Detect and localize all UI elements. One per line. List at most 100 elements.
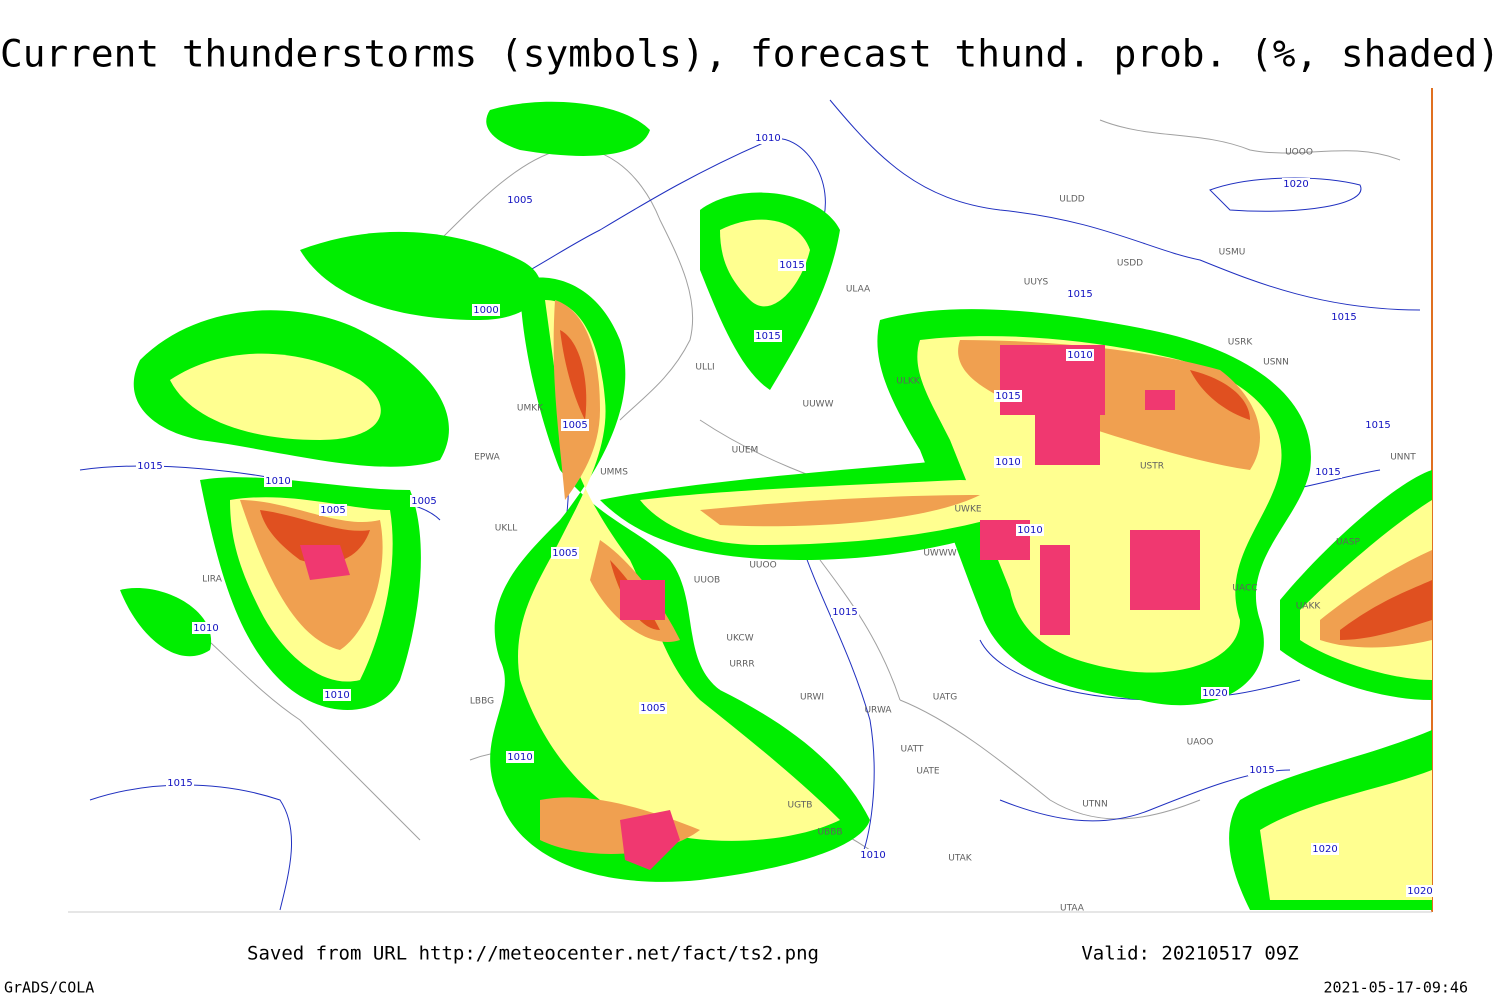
station-label: URWA xyxy=(864,706,892,716)
isobar-label: 1005 xyxy=(562,420,587,431)
isobar-label-bg xyxy=(1330,311,1358,323)
valid-time: Valid: 20210517 09Z xyxy=(1081,943,1298,965)
isobar-label: 1005 xyxy=(640,703,665,714)
isobar-label-bg xyxy=(994,456,1022,468)
isobar-label-bg xyxy=(319,504,347,516)
isobar-label-bg xyxy=(754,330,782,342)
station-label: USTR xyxy=(1140,462,1164,472)
isobar-label: 1015 xyxy=(1249,765,1274,776)
map-labels: 1010 1005 1000 1005 1015 1015 1010 1005 1005 1015… xyxy=(136,132,1434,914)
station-label: UUWW xyxy=(803,400,834,410)
isobar-label: 1005 xyxy=(320,505,345,516)
isobar-label-bg xyxy=(754,132,782,144)
isobar-label-bg xyxy=(410,495,438,507)
isobar-label-bg xyxy=(264,475,292,487)
isobar-label: 1020 xyxy=(1202,688,1227,699)
station-label: UBBB xyxy=(817,828,842,838)
isobar-label-bg xyxy=(506,194,534,206)
isobar-label: 1020 xyxy=(1283,179,1308,190)
station-label: UKCW xyxy=(726,634,753,644)
station-label: ULDD xyxy=(1059,195,1085,205)
station-label: UATG xyxy=(933,693,958,703)
station-label: LBBG xyxy=(470,697,494,707)
isobar-label: 1005 xyxy=(552,548,577,559)
station-label: EPWA xyxy=(474,453,501,463)
station-label: UUEM xyxy=(732,446,759,456)
isobar-label-bg xyxy=(1016,524,1044,536)
station-label: UUOB xyxy=(694,576,720,586)
isobar-label: 1020 xyxy=(1407,886,1432,897)
isobar-label: 1005 xyxy=(507,195,532,206)
station-label: UNNT xyxy=(1390,453,1416,463)
isobar-label-bg xyxy=(1066,288,1094,300)
station-label: UAKK xyxy=(1296,602,1322,612)
isobar-label: 1010 xyxy=(755,133,780,144)
isobar-label: 1015 xyxy=(1331,312,1356,323)
isobar-label: 1010 xyxy=(1017,525,1042,536)
station-label: USMU xyxy=(1219,248,1246,258)
software: GrADS/COLA xyxy=(4,979,94,997)
isobar-label-bg xyxy=(831,606,859,618)
isobar-label-bg xyxy=(561,419,589,431)
isobar-label-bg xyxy=(166,777,194,789)
station-label: UTNN xyxy=(1082,800,1108,810)
isobar-label: 1010 xyxy=(995,457,1020,468)
isobar-label-bg xyxy=(1066,349,1094,361)
isobar-label: 1015 xyxy=(1315,467,1340,478)
station-label: UASP xyxy=(1336,538,1360,548)
station-label: UTAA xyxy=(1060,904,1085,914)
isobar-label: 1015 xyxy=(1067,289,1092,300)
isobar-label: 1015 xyxy=(832,607,857,618)
isobar-label: 1005 xyxy=(411,496,436,507)
station-label: UOOO xyxy=(1285,148,1313,158)
isobar-label: 1015 xyxy=(137,461,162,472)
isobar-label-bg xyxy=(551,547,579,559)
isobar-label: 1015 xyxy=(779,260,804,271)
station-label: USNN xyxy=(1263,358,1289,368)
timestamp: 2021-05-17-09:46 xyxy=(1324,979,1469,997)
source-url: Saved from URL http://meteocenter.net/fa… xyxy=(247,943,819,965)
isobar-label-bg xyxy=(994,390,1022,402)
isobar-label-bg xyxy=(472,304,500,316)
station-label: ULLI xyxy=(695,363,714,373)
station-label: USDD xyxy=(1117,259,1143,269)
isobar-label: 1010 xyxy=(193,623,218,634)
station-label: UWWW xyxy=(923,549,956,559)
station-label: URWI xyxy=(800,693,824,703)
isobar-label: 1010 xyxy=(1067,350,1092,361)
isobar-label-bg xyxy=(1282,178,1310,190)
isobar-label: 1015 xyxy=(1365,420,1390,431)
isobar-label-bg xyxy=(192,622,220,634)
isobar-label-bg xyxy=(1364,419,1392,431)
station-label: UKLL xyxy=(495,524,518,534)
station-label: URRR xyxy=(729,660,754,670)
isobar-label: 1010 xyxy=(265,476,290,487)
isobar-label-bg xyxy=(1406,885,1434,897)
station-label: ULAA xyxy=(846,285,871,295)
isobar-label-bg xyxy=(323,689,351,701)
isobar-label: 1015 xyxy=(755,331,780,342)
station-label: UMMS xyxy=(600,468,628,478)
station-label: UUOO xyxy=(749,561,776,571)
isobar-label: 1015 xyxy=(995,391,1020,402)
station-label: UTAK xyxy=(948,854,973,864)
isobar-label-bg xyxy=(859,849,887,861)
probability-shading xyxy=(120,101,1432,910)
isobar-label-bg xyxy=(1311,843,1339,855)
isobar-label-bg xyxy=(136,460,164,472)
station-label: UUYS xyxy=(1024,278,1049,288)
isobar-label: 1010 xyxy=(860,850,885,861)
isobar-label-bg xyxy=(1314,466,1342,478)
station-label: UACC xyxy=(1232,584,1257,594)
station-label: UAOO xyxy=(1187,738,1214,748)
station-label: UGTB xyxy=(788,801,813,811)
station-label: UMKK xyxy=(517,404,544,414)
station-label: UATE xyxy=(916,767,940,777)
station-label: UWKE xyxy=(954,505,981,515)
isobar-label-bg xyxy=(778,259,806,271)
isobar-label: 1010 xyxy=(507,752,532,763)
isobar-label: 1020 xyxy=(1312,844,1337,855)
station-label: UATT xyxy=(901,745,924,755)
isobar-label: 1015 xyxy=(167,778,192,789)
